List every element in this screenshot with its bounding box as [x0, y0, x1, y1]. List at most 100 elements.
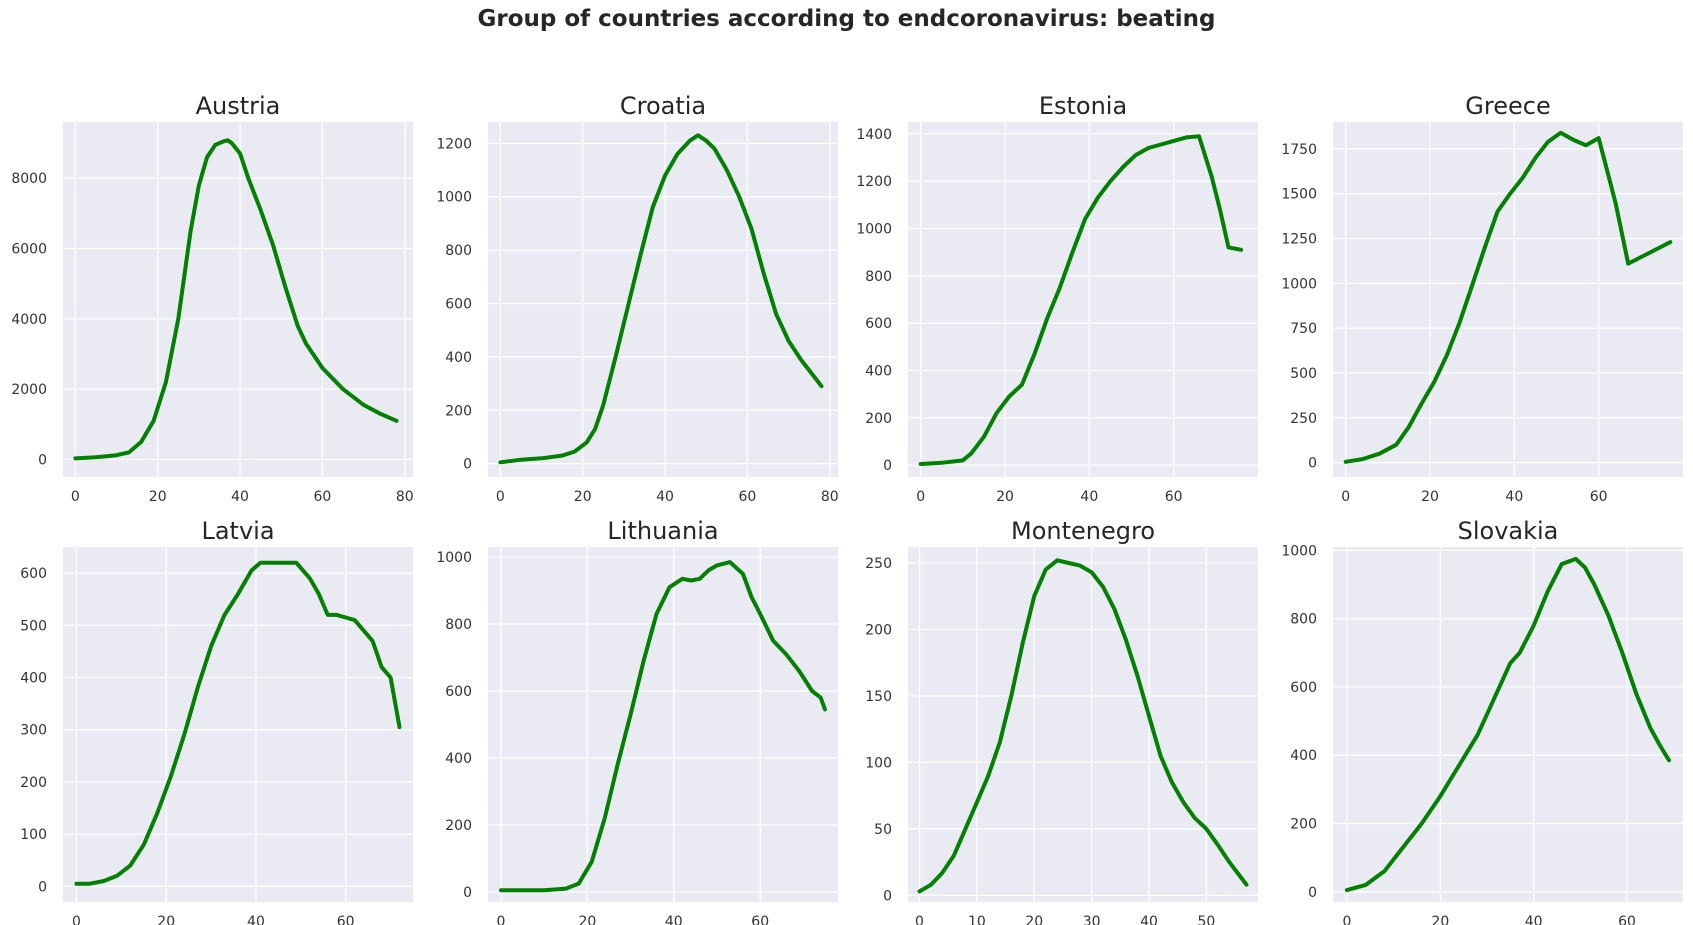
- x-tick-label: 0: [71, 489, 80, 505]
- x-tick-label: 40: [665, 914, 683, 925]
- x-tick-label: 20: [1431, 914, 1449, 925]
- y-tick-label: 200: [20, 775, 47, 791]
- y-tick-label: 1250: [1281, 232, 1317, 248]
- x-tick-label: 0: [72, 914, 81, 925]
- x-tick-label: 0: [915, 914, 924, 925]
- y-tick-label: 200: [865, 622, 892, 638]
- y-tick-label: 600: [20, 566, 47, 582]
- y-tick-label: 500: [1290, 366, 1317, 382]
- y-tick-label: 400: [445, 751, 472, 767]
- y-tick-label: 1500: [1281, 187, 1317, 203]
- series-line-montenegro: [917, 558, 1249, 894]
- y-tick-label: 800: [445, 617, 472, 633]
- x-tick-label: 60: [751, 914, 769, 925]
- x-tick-label: 40: [231, 489, 249, 505]
- panel-title: Lithuania: [607, 517, 718, 545]
- y-tick-label: 0: [38, 879, 47, 895]
- x-tick-label: 30: [1083, 914, 1101, 925]
- panel-background: [63, 122, 413, 477]
- x-tick-label: 20: [157, 914, 175, 925]
- y-tick-label: 0: [1308, 456, 1317, 472]
- x-tick-label: 40: [656, 489, 674, 505]
- x-tick-label: 60: [313, 489, 331, 505]
- y-tick-label: 500: [20, 618, 47, 634]
- panel-background: [488, 547, 838, 902]
- y-tick-label: 800: [445, 243, 472, 259]
- y-tick-label: 1000: [436, 550, 472, 566]
- panel-background: [1333, 122, 1683, 477]
- y-tick-label: 0: [38, 452, 47, 468]
- y-tick-label: 0: [883, 888, 892, 904]
- x-tick-label: 0: [496, 489, 505, 505]
- x-tick-label: 40: [1140, 914, 1158, 925]
- panel-background: [908, 122, 1258, 477]
- y-tick-label: 1400: [856, 127, 892, 143]
- y-tick-label: 8000: [11, 171, 47, 187]
- panel-title: Latvia: [201, 517, 274, 545]
- y-tick-label: 250: [1290, 411, 1317, 427]
- panel-title: Greece: [1465, 92, 1550, 120]
- y-tick-label: 200: [445, 403, 472, 419]
- y-tick-label: 1000: [1281, 543, 1317, 559]
- x-tick-label: 50: [1197, 914, 1215, 925]
- panel-background: [908, 547, 1258, 902]
- x-tick-label: 80: [396, 489, 414, 505]
- x-tick-label: 0: [1343, 914, 1352, 925]
- x-tick-label: 40: [1080, 489, 1098, 505]
- panel-greece: 0 20 40 60 0 250 500 750 1000 1250 1500 1750 Greece: [1281, 92, 1683, 505]
- x-tick-label: 40: [1505, 489, 1523, 505]
- y-tick-label: 4000: [11, 312, 47, 328]
- y-tick-label: 750: [1290, 321, 1317, 337]
- y-tick-label: 800: [1290, 612, 1317, 628]
- series-line-latvia: [74, 560, 402, 886]
- y-tick-label: 0: [463, 457, 472, 473]
- series-line-slovakia: [1345, 556, 1671, 893]
- x-tick-label: 40: [1525, 914, 1543, 925]
- y-tick-label: 400: [1290, 748, 1317, 764]
- x-tick-label: 0: [1341, 489, 1350, 505]
- x-tick-label: 80: [821, 489, 839, 505]
- y-tick-label: 1000: [436, 190, 472, 206]
- x-tick-label: 40: [247, 914, 265, 925]
- x-tick-label: 60: [337, 914, 355, 925]
- x-tick-label: 20: [1025, 914, 1043, 925]
- y-tick-label: 150: [865, 689, 892, 705]
- y-tick-label: 250: [865, 556, 892, 572]
- x-tick-label: 20: [1421, 489, 1439, 505]
- x-tick-label: 20: [149, 489, 167, 505]
- y-tick-label: 400: [20, 671, 47, 687]
- y-tick-label: 100: [20, 827, 47, 843]
- x-tick-label: 60: [738, 489, 756, 505]
- y-tick-label: 400: [445, 350, 472, 366]
- panel-montenegro: 0 10 20 30 40 50 0 50 100 150 200 250 Montenegro: [865, 517, 1258, 925]
- y-tick-label: 0: [883, 458, 892, 474]
- y-tick-label: 200: [865, 411, 892, 427]
- panel-background: [1333, 547, 1683, 902]
- y-tick-label: 1200: [436, 136, 472, 152]
- panel-background: [488, 122, 838, 477]
- x-tick-label: 0: [916, 489, 925, 505]
- x-tick-label: 0: [497, 914, 506, 925]
- series-line-greece: [1343, 130, 1673, 464]
- y-tick-label: 100: [865, 755, 892, 771]
- y-tick-label: 2000: [11, 382, 47, 398]
- y-tick-label: 6000: [11, 242, 47, 258]
- y-tick-label: 600: [1290, 680, 1317, 696]
- y-tick-label: 600: [445, 297, 472, 313]
- y-tick-label: 200: [1290, 816, 1317, 832]
- panel-title: Croatia: [620, 92, 706, 120]
- figure-title: Group of countries according to endcoron…: [477, 6, 1216, 32]
- panel-austria: 0 20 40 60 80 0 2000 4000 6000 8000 Austria: [11, 92, 413, 505]
- y-tick-label: 1000: [1281, 276, 1317, 292]
- x-tick-label: 10: [968, 914, 986, 925]
- y-tick-label: 600: [865, 316, 892, 332]
- x-tick-label: 60: [1618, 914, 1636, 925]
- y-tick-label: 0: [1308, 885, 1317, 901]
- series-line-estonia: [918, 134, 1244, 466]
